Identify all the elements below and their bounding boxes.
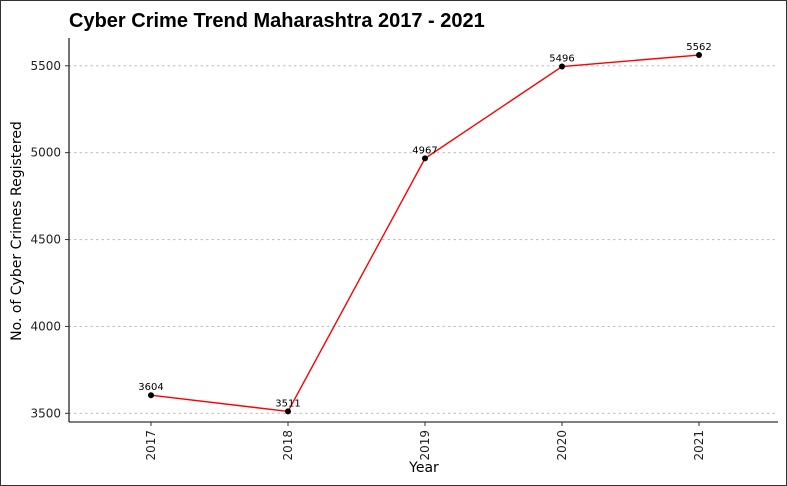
data-label: 3511: [275, 398, 300, 409]
x-tick-label: 2018: [281, 430, 295, 461]
data-label: 5562: [686, 42, 711, 53]
data-point: [285, 408, 291, 415]
data-label: 4967: [412, 145, 437, 156]
series-line: [150, 54, 700, 413]
data-label: 3604: [138, 382, 163, 393]
x-axis-title: Year: [408, 460, 439, 476]
y-tick-label: 3500: [30, 406, 61, 420]
data-point: [696, 52, 702, 59]
x-tick-label: 2020: [555, 430, 569, 461]
data-labels: 3604 3511 4967 5496 5562: [138, 42, 711, 409]
data-point: [422, 155, 428, 162]
y-axis-ticks: 3500 4000 4500 5000 5500: [30, 59, 69, 420]
chart-title: Cyber Crime Trend Maharashtra 2017 - 202…: [69, 10, 485, 32]
y-tick-label: 5000: [30, 146, 61, 160]
series: [148, 52, 702, 415]
data-point: [148, 392, 154, 399]
data-label: 5496: [549, 53, 574, 64]
x-tick-label: 2021: [692, 430, 706, 461]
y-tick-label: 4500: [30, 233, 61, 247]
y-axis-title: No. of Cyber Crimes Registered: [9, 121, 25, 341]
x-tick-label: 2019: [418, 430, 432, 461]
data-point: [559, 63, 565, 70]
y-tick-label: 5500: [30, 59, 61, 73]
axes: [68, 38, 778, 423]
y-tick-label: 4000: [30, 319, 61, 333]
x-axis-ticks: 2017 2018 2019 2020 2021: [144, 422, 706, 461]
gridlines: [68, 65, 779, 414]
x-tick-label: 2017: [144, 430, 158, 461]
